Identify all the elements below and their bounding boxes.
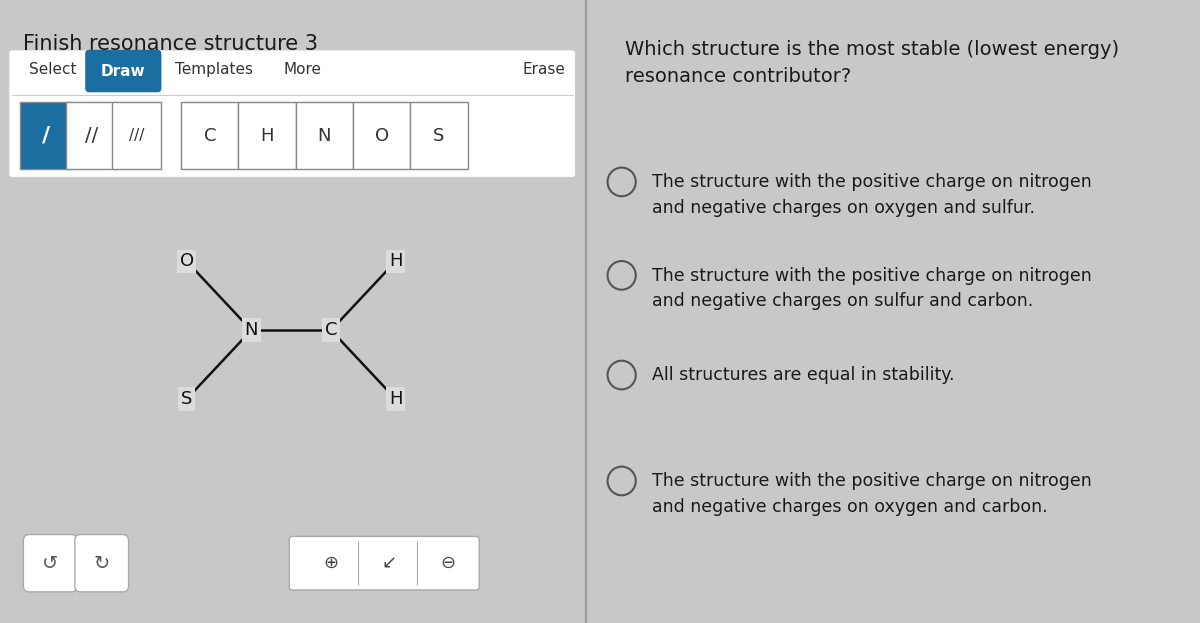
FancyBboxPatch shape	[181, 102, 239, 169]
FancyBboxPatch shape	[66, 102, 115, 169]
Text: Erase: Erase	[522, 62, 565, 77]
Text: More: More	[283, 62, 322, 77]
Text: Finish resonance structure 3: Finish resonance structure 3	[23, 34, 318, 54]
FancyBboxPatch shape	[410, 102, 468, 169]
Text: O: O	[180, 252, 193, 270]
Text: The structure with the positive charge on nitrogen
and negative charges on oxyge: The structure with the positive charge o…	[653, 472, 1092, 516]
Text: H: H	[260, 127, 274, 145]
Text: ///: ///	[130, 128, 144, 143]
Text: //: //	[84, 126, 97, 145]
Text: O: O	[374, 127, 389, 145]
Text: ⊖: ⊖	[440, 554, 455, 572]
Text: N: N	[318, 127, 331, 145]
FancyBboxPatch shape	[20, 102, 70, 169]
FancyBboxPatch shape	[86, 50, 161, 92]
Text: The structure with the positive charge on nitrogen
and negative charges on sulfu: The structure with the positive charge o…	[653, 267, 1092, 310]
Text: ↺: ↺	[42, 554, 59, 573]
FancyBboxPatch shape	[295, 102, 353, 169]
FancyBboxPatch shape	[239, 102, 295, 169]
Text: Templates: Templates	[175, 62, 253, 77]
Text: All structures are equal in stability.: All structures are equal in stability.	[653, 366, 955, 384]
Text: ↙: ↙	[382, 554, 397, 572]
Text: N: N	[245, 321, 258, 339]
Text: H: H	[389, 252, 402, 270]
Text: Select: Select	[29, 62, 77, 77]
Text: /: /	[42, 126, 49, 146]
FancyBboxPatch shape	[74, 535, 128, 592]
FancyBboxPatch shape	[353, 102, 410, 169]
FancyBboxPatch shape	[23, 535, 77, 592]
Text: C: C	[325, 321, 337, 339]
Text: H: H	[389, 390, 402, 408]
Text: S: S	[181, 390, 192, 408]
Text: The structure with the positive charge on nitrogen
and negative charges on oxyge: The structure with the positive charge o…	[653, 173, 1092, 217]
Text: Draw: Draw	[101, 64, 145, 78]
FancyBboxPatch shape	[112, 102, 161, 169]
Text: ↻: ↻	[94, 554, 110, 573]
Text: S: S	[433, 127, 444, 145]
Text: C: C	[204, 127, 216, 145]
FancyBboxPatch shape	[289, 536, 479, 590]
Text: Which structure is the most stable (lowest energy)
resonance contributor?: Which structure is the most stable (lowe…	[625, 40, 1118, 86]
FancyBboxPatch shape	[8, 50, 576, 178]
Text: ⊕: ⊕	[323, 554, 338, 572]
